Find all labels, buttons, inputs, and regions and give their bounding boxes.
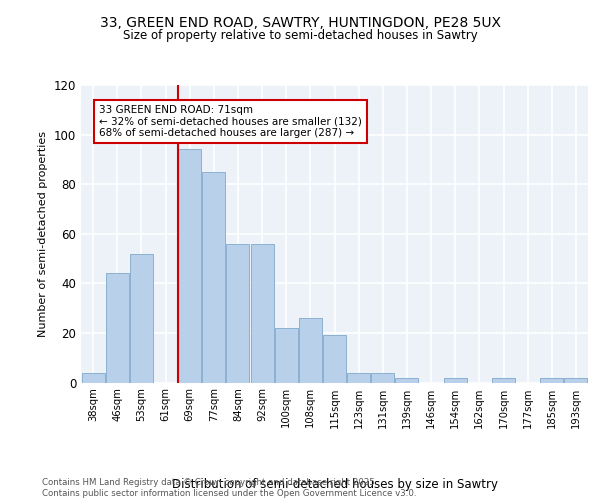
Bar: [202, 172, 225, 382]
Bar: [565, 378, 587, 382]
Bar: [371, 372, 394, 382]
Bar: [541, 378, 563, 382]
Bar: [492, 378, 515, 382]
Text: Contains HM Land Registry data © Crown copyright and database right 2025.
Contai: Contains HM Land Registry data © Crown c…: [42, 478, 416, 498]
Text: 33 GREEN END ROAD: 71sqm
← 32% of semi-detached houses are smaller (132)
68% of : 33 GREEN END ROAD: 71sqm ← 32% of semi-d…: [99, 105, 362, 138]
Bar: [323, 336, 346, 382]
Text: 33, GREEN END ROAD, SAWTRY, HUNTINGDON, PE28 5UX: 33, GREEN END ROAD, SAWTRY, HUNTINGDON, …: [100, 16, 500, 30]
Bar: [395, 378, 418, 382]
Text: Size of property relative to semi-detached houses in Sawtry: Size of property relative to semi-detach…: [122, 28, 478, 42]
Bar: [130, 254, 153, 382]
Bar: [347, 372, 370, 382]
Bar: [299, 318, 322, 382]
Bar: [106, 274, 128, 382]
Bar: [444, 378, 467, 382]
Bar: [226, 244, 250, 382]
X-axis label: Distribution of semi-detached houses by size in Sawtry: Distribution of semi-detached houses by …: [172, 478, 497, 490]
Y-axis label: Number of semi-detached properties: Number of semi-detached properties: [38, 130, 48, 337]
Bar: [82, 372, 104, 382]
Bar: [178, 150, 201, 382]
Bar: [275, 328, 298, 382]
Bar: [251, 244, 274, 382]
